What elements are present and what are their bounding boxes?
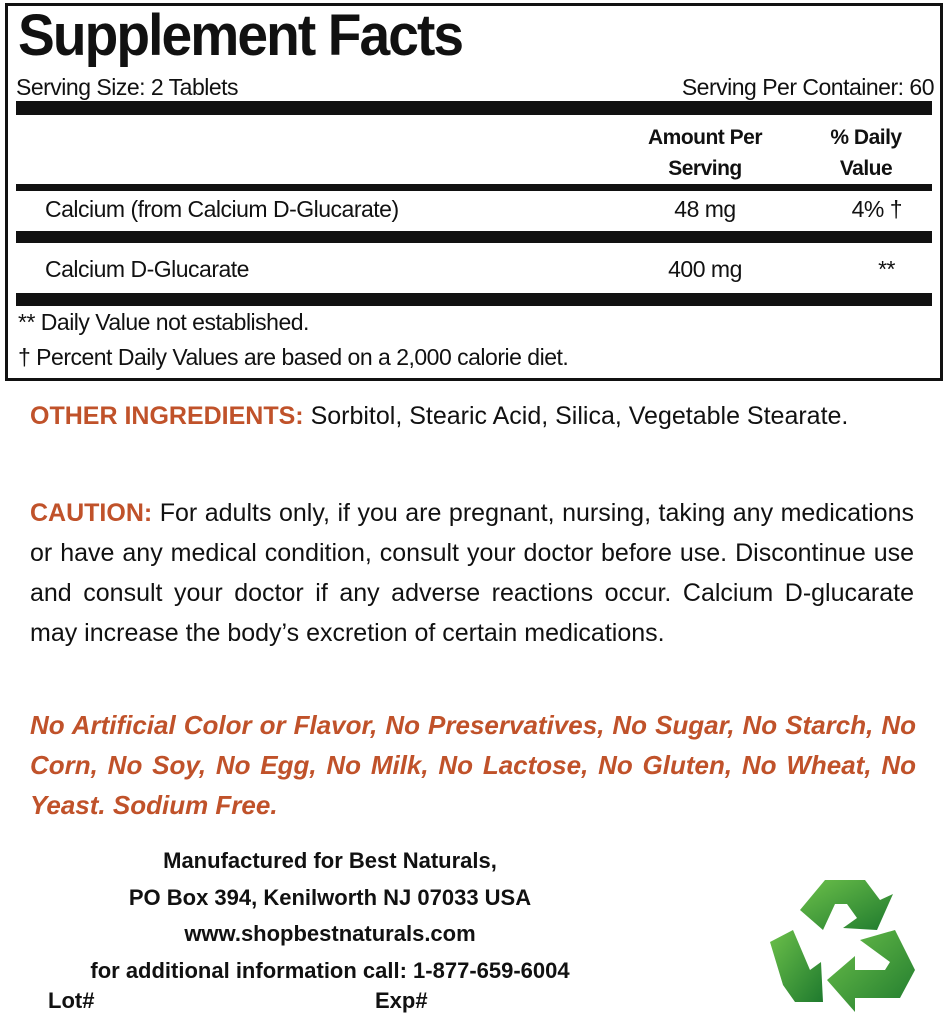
footnote: ** Daily Value not established.	[18, 309, 309, 335]
lot-number: Lot#	[48, 988, 95, 1013]
servings-per-container: Serving Per Container: 60	[681, 74, 935, 100]
manufacturer-line: Manufactured for Best Naturals,	[163, 848, 497, 873]
divider-bar	[16, 101, 932, 115]
recycle-arrow	[827, 930, 915, 1012]
serving-size: Serving Size: 2 Tablets	[16, 74, 239, 100]
divider-bar	[16, 184, 932, 191]
caution-text: For adults only, if you are pregnant, nu…	[30, 499, 914, 647]
divider-bar	[16, 231, 932, 243]
nutrient-dv: 4% †	[851, 196, 903, 222]
other-ingredients: OTHER INGREDIENTS: Sorbitol, Stearic Aci…	[30, 396, 914, 436]
manufacturer-phone: for additional information call: 1-877-6…	[90, 957, 570, 983]
manufacturer-info: Manufactured for Best Naturals, PO Box 3…	[20, 843, 640, 989]
recycle-arrow	[770, 930, 823, 1002]
caution: CAUTION: For adults only, if you are pre…	[30, 493, 914, 653]
other-ingredients-label: OTHER INGREDIENTS:	[30, 402, 304, 430]
caution-label: CAUTION:	[30, 499, 153, 527]
recycle-arrow	[800, 880, 893, 930]
free-from-claims: No Artificial Color or Flavor, No Preser…	[30, 710, 916, 820]
nutrient-amount: 48 mg	[674, 196, 736, 222]
nutrient-name: Calcium (from Calcium D-Glucarate)	[45, 196, 399, 222]
manufacturer-address: PO Box 394, Kenilworth NJ 07033 USA	[128, 884, 532, 910]
expiration: Exp#	[375, 988, 428, 1013]
nutrient-name: Calcium D-Glucarate	[45, 256, 249, 282]
nutrient-amount: 400 mg	[668, 256, 742, 282]
footnote: † Percent Daily Values are based on a 2,…	[18, 344, 569, 370]
divider-bar	[16, 293, 932, 306]
recycle-icon	[770, 880, 915, 1012]
column-header-daily-value: % Daily Value	[830, 126, 902, 180]
nutrient-dv: **	[878, 256, 895, 282]
column-header-amount: Amount Per Serving	[647, 126, 763, 180]
other-ingredients-text: Sorbitol, Stearic Acid, Silica, Vegetabl…	[303, 402, 849, 430]
supplement-facts-panel: Supplement Facts Serving Size: 2 Tablets…	[5, 3, 943, 381]
panel-title: Supplement Facts	[18, 3, 464, 68]
manufacturer-website: www.shopbestnaturals.com	[184, 921, 476, 946]
